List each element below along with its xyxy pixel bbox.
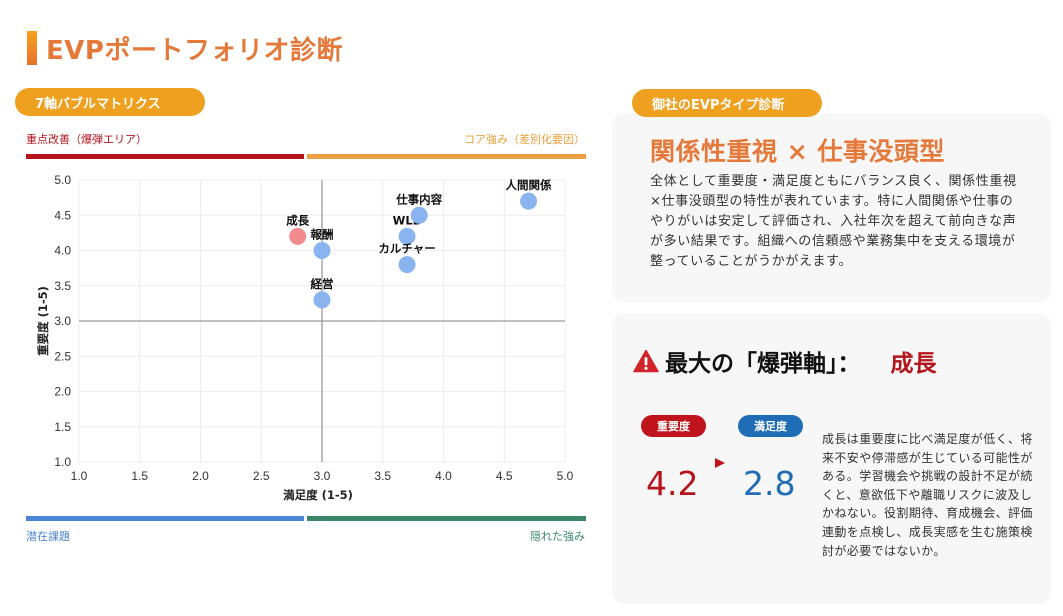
- bubble-point: [398, 227, 416, 245]
- svg-text:4.0: 4.0: [54, 244, 71, 258]
- bubble-label: カルチャー: [378, 242, 435, 256]
- arrow-right-icon: [715, 458, 725, 468]
- svg-text:5.0: 5.0: [54, 173, 71, 187]
- page-header: EVPポートフォリオ診断: [27, 30, 343, 66]
- bubble-matrix-chart: 1.0 1.5 2.0 2.5 3.0 3.5 4.0 4.5 5.0 1.0 1.5 2.0 2.5 3…: [36, 173, 574, 502]
- bubble-point: [289, 227, 307, 245]
- svg-text:5.0: 5.0: [557, 469, 574, 483]
- page-title: EVPポートフォリオ診断: [46, 35, 343, 66]
- bubble-label: 人間関係: [506, 178, 552, 192]
- bubble-point: [520, 192, 538, 210]
- svg-text:3.0: 3.0: [314, 469, 331, 483]
- svg-text:1.0: 1.0: [54, 455, 71, 469]
- x-axis-label: 満足度 (1-5): [283, 488, 353, 502]
- bomb-axis-name: 成長: [890, 351, 937, 377]
- satisfaction-badge: 満足度: [738, 415, 803, 437]
- matrix-section-pill: 7軸バブルマトリクス: [15, 88, 205, 116]
- title-accent-bar: [27, 31, 37, 65]
- quadrant-bar-bottom-right: [307, 516, 586, 521]
- importance-badge: 重要度: [641, 415, 706, 437]
- quadrant-bar-bottom-left: [26, 516, 304, 521]
- bomb-axis-heading: 最大の「爆弾軸」： 成長: [633, 344, 937, 378]
- bomb-axis-card: 最大の「爆弾軸」： 成長 重要度 満足度 4.2 2.8 成長は重要度に比べ満足…: [613, 314, 1050, 602]
- evp-type-card: 関係性重視 × 仕事没頭型 全体として重要度・満足度ともにバランス良く、関係性重…: [613, 114, 1050, 300]
- svg-text:3.5: 3.5: [374, 469, 391, 483]
- svg-text:3.0: 3.0: [54, 314, 71, 328]
- bubble-point: [313, 291, 331, 309]
- bubble-label: 仕事内容: [395, 192, 442, 206]
- bubble-point: [410, 206, 428, 224]
- evp-type-description: 全体として重要度・満足度ともにバランス良く、関係性重視×仕事没頭型の特性が表れて…: [650, 174, 1017, 269]
- svg-text:4.5: 4.5: [496, 469, 513, 483]
- bubble-point: [398, 256, 416, 274]
- svg-text:1.5: 1.5: [54, 420, 71, 434]
- chart-grid: [78, 179, 566, 463]
- quadrant-bar-top-right: [307, 154, 586, 159]
- svg-text:3.5: 3.5: [54, 279, 71, 293]
- importance-value: 4.2: [646, 464, 699, 503]
- svg-text:2.5: 2.5: [54, 349, 71, 363]
- svg-text:4.0: 4.0: [435, 469, 452, 483]
- bubble-label: 成長: [286, 213, 309, 227]
- quadrant-label-bottom-left: 潜在課題: [26, 530, 70, 543]
- y-axis-label: 重要度 (1-5): [36, 286, 50, 356]
- bubble-point: [313, 242, 331, 259]
- evp-type-section-pill: 御社のEVPタイプ診断: [632, 89, 822, 117]
- bubble-label: 報酬: [311, 228, 334, 242]
- quadrant-label-top-left: 重点改善（爆弾エリア）: [26, 133, 147, 146]
- svg-text:4.5: 4.5: [54, 208, 71, 222]
- quadrant-label-top-right: コア強み（差別化要因）: [464, 133, 585, 146]
- bubble-label: 経営: [311, 277, 334, 291]
- bomb-axis-description: 成長は重要度に比べ満足度が低く、将来不安や停滞感が生じている可能性がある。学習機…: [822, 432, 1033, 558]
- quadrant-label-bottom-right: 隠れた強み: [530, 530, 585, 543]
- bomb-axis-title-prefix: 最大の「爆弾軸」：: [665, 351, 861, 377]
- svg-text:2.0: 2.0: [192, 469, 209, 483]
- warning-icon: [633, 349, 659, 373]
- satisfaction-value: 2.8: [743, 464, 796, 503]
- evp-type-title: 関係性重視 × 仕事没頭型: [650, 137, 945, 166]
- svg-text:1.0: 1.0: [71, 469, 88, 483]
- svg-text:1.5: 1.5: [131, 469, 148, 483]
- svg-text:2.5: 2.5: [253, 469, 270, 483]
- quadrant-bar-top-left: [26, 154, 304, 159]
- svg-text:2.0: 2.0: [54, 385, 71, 399]
- chart-ticks: 1.0 1.5 2.0 2.5 3.0 3.5 4.0 4.5 5.0 1.0 1.5 2.0 2.5 3…: [54, 173, 573, 483]
